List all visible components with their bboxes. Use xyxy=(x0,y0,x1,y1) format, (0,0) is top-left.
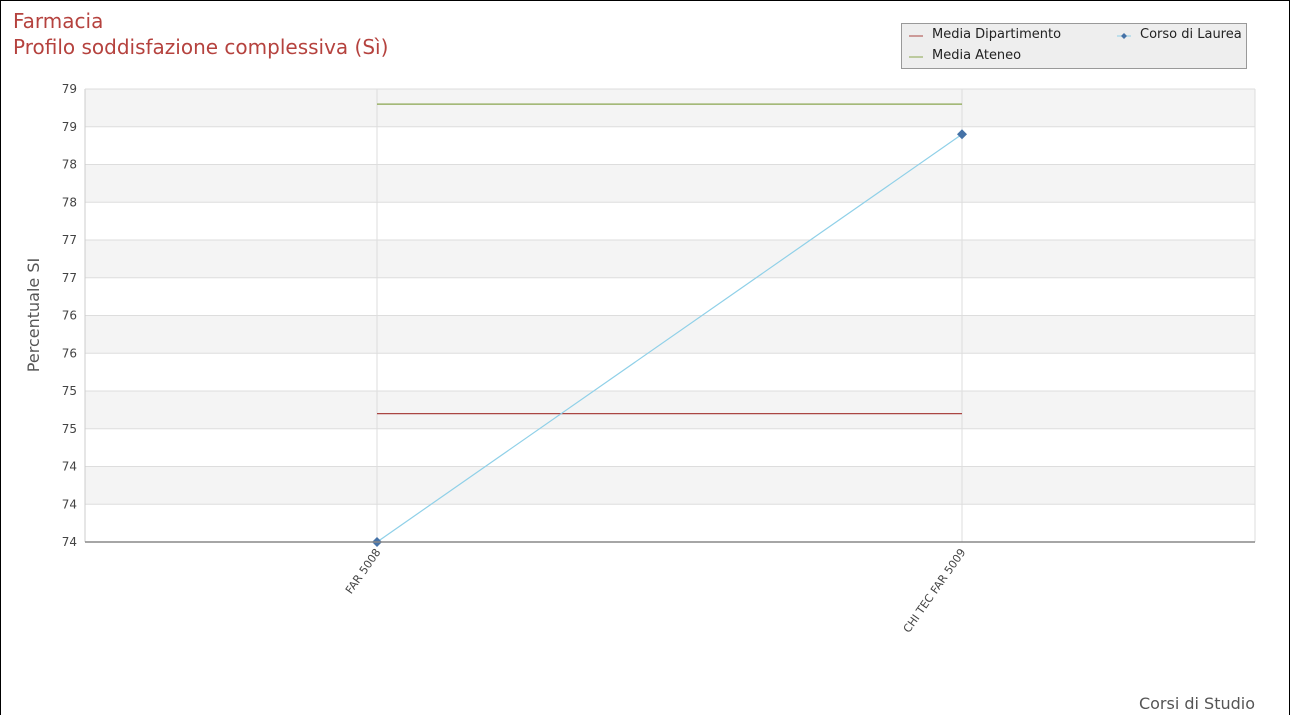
x-tick-label: CHI TEC FAR 5009 xyxy=(901,546,969,635)
plot-series xyxy=(372,103,967,547)
y-axis-label: Percentuale SI xyxy=(24,258,43,372)
legend-swatch-corso-di-laurea xyxy=(1117,33,1131,39)
plot-band xyxy=(85,391,1255,429)
y-tick-label: 78 xyxy=(62,195,77,209)
y-tick-label: 79 xyxy=(62,120,77,134)
y-tick-label: 79 xyxy=(62,82,77,96)
legend-label-media-dipartimento: Media Dipartimento xyxy=(932,27,1062,42)
x-axis-label: Corsi di Studio xyxy=(1139,694,1255,713)
x-tick-label: FAR 5008 xyxy=(343,546,383,596)
y-tick-label: 77 xyxy=(62,233,77,247)
y-tick-label: 75 xyxy=(62,422,77,436)
y-tick-label: 74 xyxy=(62,535,77,549)
plot-band xyxy=(85,240,1255,278)
plot-bands xyxy=(85,89,1255,505)
y-tick-label: 76 xyxy=(62,309,77,323)
plot-axes xyxy=(84,88,1256,543)
chart-title-line-1: Farmacia xyxy=(13,9,104,33)
y-tick-label: 75 xyxy=(62,384,77,398)
y-tick-label: 74 xyxy=(62,460,77,474)
plot-band xyxy=(85,164,1255,203)
plot-band xyxy=(85,89,1255,127)
y-tick-label: 74 xyxy=(62,497,77,511)
series-line-2 xyxy=(376,133,963,543)
legend-swatch-media-dipartimento xyxy=(909,35,923,37)
legend: Media Dipartimento Corso di Laurea Media… xyxy=(901,23,1247,69)
plot-band xyxy=(85,315,1255,354)
plot-band xyxy=(85,466,1255,505)
legend-label-corso-di-laurea: Corso di Laurea xyxy=(1140,27,1242,42)
y-tick-label: 77 xyxy=(62,271,77,285)
y-tick-label: 76 xyxy=(62,346,77,360)
chart-title-line-2: Profilo soddisfazione complessiva (Sì) xyxy=(13,35,389,59)
legend-swatch-media-ateneo xyxy=(909,56,923,58)
y-tick-label: 78 xyxy=(62,158,77,172)
data-point xyxy=(957,129,967,140)
legend-label-media-ateneo: Media Ateneo xyxy=(932,48,1022,63)
